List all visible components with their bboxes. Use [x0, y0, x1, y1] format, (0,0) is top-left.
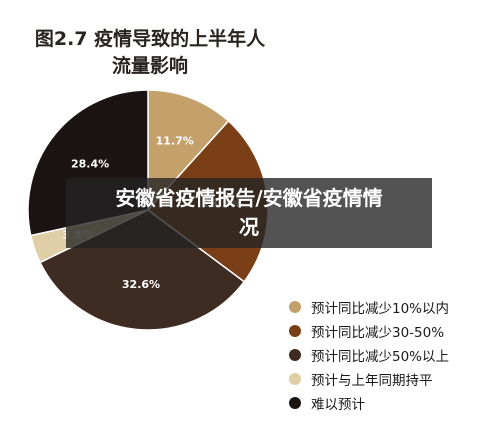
chart-legend: 预计同比减少10%以内 预计同比减少30-50% 预计同比减少50%以上 预计与上年同… — [289, 295, 449, 415]
legend-item-2: 预计同比减少50%以上 — [289, 343, 449, 367]
pie-slice-label-0: 11.7% — [156, 135, 194, 148]
chart-title-line2: 流量影响 — [111, 55, 188, 77]
legend-label-1: 预计同比减少30-50% — [311, 325, 445, 341]
pie-slice-label-4: 28.4% — [71, 157, 109, 170]
legend-item-4: 难以预计 — [289, 391, 449, 415]
legend-label-0: 预计同比减少10%以内 — [311, 301, 450, 317]
legend-swatch-3 — [289, 373, 301, 385]
chart-title: 图2.7 疫情导致的上半年人 流量影响 — [0, 26, 300, 80]
legend-item-3: 预计与上年同期持平 — [289, 367, 449, 391]
overlay-banner: 安徽省疫情报告/安徽省疫情情况 — [66, 178, 432, 248]
legend-item-1: 预计同比减少30-50% — [289, 319, 449, 343]
legend-label-4: 难以预计 — [311, 397, 365, 413]
legend-swatch-4 — [289, 397, 301, 409]
legend-swatch-2 — [289, 349, 301, 361]
overlay-banner-text: 安徽省疫情报告/安徽省疫情情况 — [115, 186, 383, 239]
legend-label-3: 预计与上年同期持平 — [311, 373, 433, 389]
legend-label-2: 预计同比减少50%以上 — [311, 349, 450, 365]
legend-item-0: 预计同比减少10%以内 — [289, 295, 449, 319]
pie-slice-label-2: 32.6% — [122, 278, 160, 291]
chart-title-line1: 图2.7 疫情导致的上半年人 — [34, 28, 266, 50]
legend-swatch-1 — [289, 325, 301, 337]
legend-swatch-0 — [289, 301, 301, 313]
